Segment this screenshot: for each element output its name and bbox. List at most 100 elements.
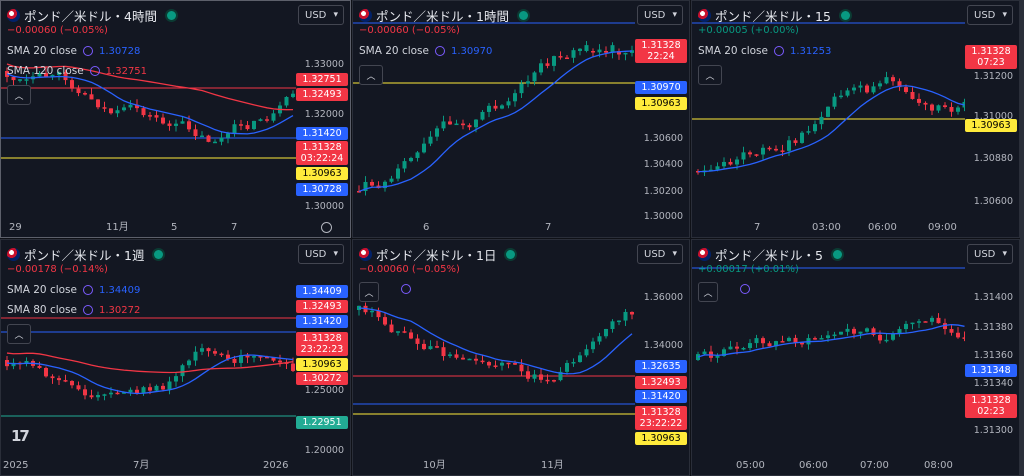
sma-legend-1[interactable]: SMA 20 close 1.30970 xyxy=(359,45,492,57)
sma-legend-2[interactable]: SMA 120 close 1.32751 xyxy=(7,65,147,77)
price-axis[interactable]: 1.30600 1.30400 1.30200 1.30000 1.31328 22:24… xyxy=(633,1,689,237)
panel-title[interactable]: ポンド／米ドル・15 xyxy=(698,6,850,25)
candle-body xyxy=(845,328,850,332)
candle-body xyxy=(584,349,589,356)
price-plot[interactable] xyxy=(692,240,965,459)
sma-legend-2[interactable]: SMA 80 close 1.30272 xyxy=(7,304,140,316)
time-label: 29 xyxy=(9,222,22,233)
indicator-icon[interactable] xyxy=(401,284,411,294)
sma-line xyxy=(6,63,294,111)
collapse-legend-button[interactable]: ︿ xyxy=(7,324,31,344)
time-label: 09:00 xyxy=(928,222,957,233)
price-tick-label: 1.31200 xyxy=(973,71,1013,82)
candle-body xyxy=(409,157,413,162)
currency-select[interactable]: USD xyxy=(967,5,1013,25)
tradingview-logo-icon[interactable]: 17 xyxy=(11,427,30,445)
price-plot[interactable] xyxy=(1,240,296,459)
panel-title[interactable]: ポンド／米ドル・1日 xyxy=(359,245,516,264)
sma-legend-1[interactable]: SMA 20 close 1.30728 xyxy=(7,45,140,57)
sma-label: SMA 20 close xyxy=(359,45,429,57)
indicator-icon[interactable] xyxy=(83,305,93,315)
candle-body xyxy=(115,110,120,114)
panel-title[interactable]: ポンド／米ドル・1時間 xyxy=(359,6,528,25)
candle-body xyxy=(232,124,237,134)
price-tick-label: 1.31000 xyxy=(973,111,1013,122)
candle-body xyxy=(832,96,837,107)
candle-body xyxy=(226,354,230,359)
price-plot[interactable] xyxy=(1,1,296,221)
price-change: +0.00005 (+0.00%) xyxy=(698,25,799,36)
indicator-toggle[interactable] xyxy=(740,284,750,294)
candle-body xyxy=(448,121,452,125)
price-tick-label: 1.30000 xyxy=(304,201,344,212)
price-axis[interactable]: 1.25000 1.20000 1.34409 1.32493 1.31420 1.313… xyxy=(294,240,350,475)
candle-body xyxy=(50,74,55,78)
chart-panel-5m[interactable]: ポンド／米ドル・5 +0.00017 (+0.01%) ︿ USD 1.3140… xyxy=(691,239,1020,476)
indicator-icon[interactable] xyxy=(774,46,784,56)
indicator-icon[interactable] xyxy=(83,46,93,56)
chart-panel-4h[interactable]: ポンド／米ドル・4時間 −0.00060 (−0.05%) SMA 20 clo… xyxy=(0,0,351,238)
price-tick-label: 1.33000 xyxy=(304,59,344,70)
chart-panel-1w[interactable]: ポンド／米ドル・1週 −0.00178 (−0.14%) SMA 20 clos… xyxy=(0,239,351,476)
indicator-icon[interactable] xyxy=(435,46,445,56)
sma-value: 1.30728 xyxy=(99,45,141,57)
candle-body xyxy=(930,317,934,322)
collapse-legend-button[interactable]: ︿ xyxy=(359,65,383,85)
price-axis[interactable]: 1.36000 1.34000 1.32635 1.32493 1.31420 1.313… xyxy=(633,240,689,475)
candle-body xyxy=(956,332,960,338)
candle-body xyxy=(702,351,707,355)
panel-title[interactable]: ポンド／米ドル・4時間 xyxy=(7,6,176,25)
collapse-legend-button[interactable]: ︿ xyxy=(359,282,379,302)
chart-panel-1d[interactable]: ポンド／米ドル・1日 −0.00060 (−0.05%) ︿ USD 1.360… xyxy=(352,239,690,476)
collapse-legend-button[interactable]: ︿ xyxy=(698,282,718,302)
indicator-toggle[interactable] xyxy=(401,284,411,294)
price-plot[interactable] xyxy=(353,1,635,221)
sma-legend-1[interactable]: SMA 20 close 1.34409 xyxy=(7,284,140,296)
currency-select[interactable]: USD xyxy=(637,244,683,264)
indicator-icon[interactable] xyxy=(740,284,750,294)
candle-body xyxy=(376,310,381,318)
candle-body xyxy=(180,121,185,124)
gbp-usd-flag-icon xyxy=(698,248,711,261)
candle-body xyxy=(415,338,420,344)
currency-select[interactable]: USD xyxy=(298,244,344,264)
price-plot[interactable] xyxy=(353,240,635,459)
candle-body xyxy=(76,88,81,94)
candle-body xyxy=(826,335,830,339)
settings-gear-icon[interactable] xyxy=(321,222,332,233)
candle-body xyxy=(767,147,772,150)
currency-select[interactable]: USD xyxy=(298,5,344,25)
price-tag: 1.30963 xyxy=(296,167,348,180)
market-open-icon xyxy=(840,11,850,20)
chart-panel-1h[interactable]: ポンド／米ドル・1時間 −0.00060 (−0.05%) SMA 20 clo… xyxy=(352,0,690,238)
candle-body xyxy=(96,99,100,108)
price-axis[interactable]: 1.320001.310001.300001.330001.327511.324… xyxy=(294,1,350,237)
price-axis[interactable]: 1.31400 1.31380 1.31360 1.31340 1.31300 1.313… xyxy=(963,240,1019,475)
candle-body xyxy=(884,339,889,342)
candle-body xyxy=(70,380,74,386)
market-open-icon xyxy=(518,11,528,20)
candle-body xyxy=(357,191,361,193)
price-plot[interactable] xyxy=(692,1,965,221)
price-tag: 1.31328 07:23 xyxy=(965,45,1017,69)
chart-panel-15m[interactable]: ポンド／米ドル・15 +0.00005 (+0.00%) SMA 20 clos… xyxy=(691,0,1020,238)
right-scroll-edge[interactable] xyxy=(1020,0,1024,476)
candle-body xyxy=(904,323,908,330)
sma-legend-1[interactable]: SMA 20 close 1.31253 xyxy=(698,45,831,57)
panel-title[interactable]: ポンド／米ドル・5 xyxy=(698,245,842,264)
currency-select[interactable]: USD xyxy=(967,244,1013,264)
currency-select[interactable]: USD xyxy=(637,5,683,25)
collapse-legend-button[interactable]: ︿ xyxy=(698,65,722,85)
price-axis[interactable]: 1.31200 1.31000 1.30880 1.30600 1.31328 07:23… xyxy=(963,1,1019,237)
candle-body xyxy=(11,362,16,367)
sma-label: SMA 20 close xyxy=(7,284,77,296)
price-tag: 1.32493 xyxy=(296,88,348,101)
indicator-icon[interactable] xyxy=(89,66,100,76)
price-tick-label: 1.30200 xyxy=(643,186,683,197)
indicator-icon[interactable] xyxy=(83,285,93,295)
candle-body xyxy=(565,362,569,372)
collapse-legend-button[interactable]: ︿ xyxy=(7,85,31,105)
candle-body xyxy=(597,49,602,53)
panel-title[interactable]: ポンド／米ドル・1週 xyxy=(7,245,164,264)
candle-body xyxy=(578,48,582,51)
